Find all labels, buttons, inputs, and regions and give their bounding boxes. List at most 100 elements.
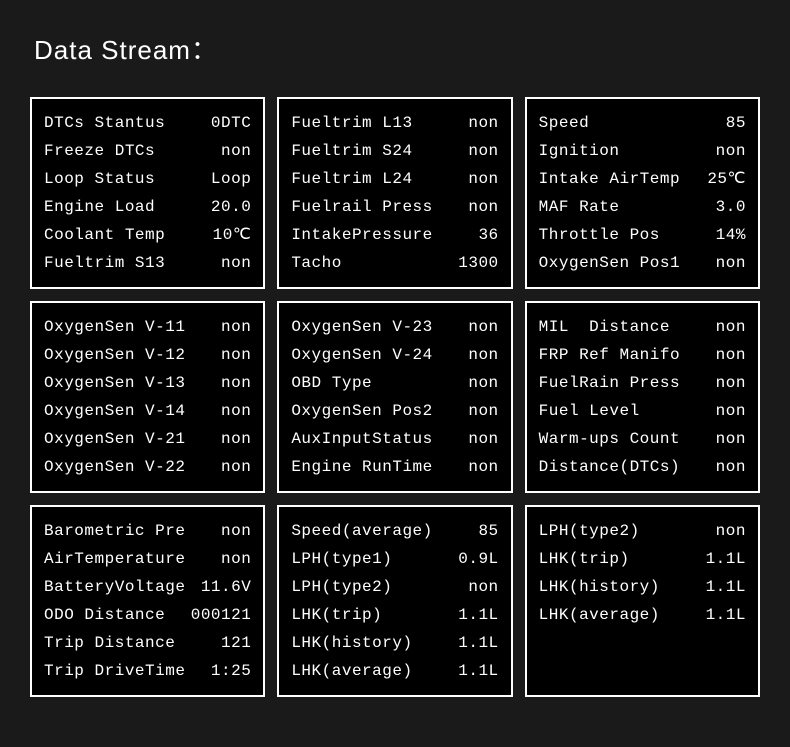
data-row: OBD Typenon [291,369,498,397]
data-value: 0.9L [458,545,498,573]
data-row: Engine Load20.0 [44,193,251,221]
data-value: non [221,137,251,165]
data-row: ODO Distance000121 [44,601,251,629]
data-label: DTCs Stantus [44,109,205,137]
data-label: MIL Distance [539,313,710,341]
data-label: IntakePressure [291,221,472,249]
data-label: Fueltrim S24 [291,137,462,165]
data-row: OxygenSen V-13non [44,369,251,397]
data-label: OBD Type [291,369,462,397]
data-label: FRP Ref Manifo [539,341,710,369]
data-row: LHK(history)1.1L [291,629,498,657]
data-value: non [716,369,746,397]
data-label: OxygenSen V-14 [44,397,215,425]
data-value: non [716,313,746,341]
data-label: Tacho [291,249,452,277]
data-row: Distance(DTCs)non [539,453,746,481]
data-row: LHK(history)1.1L [539,573,746,601]
data-value: 0DTC [211,109,251,137]
data-label: Speed [539,109,720,137]
data-row: AuxInputStatusnon [291,425,498,453]
data-row: FuelRain Pressnon [539,369,746,397]
data-value: 3.0 [716,193,746,221]
data-value: 1.1L [706,545,746,573]
data-row: OxygenSen V-11non [44,313,251,341]
data-label: OxygenSen V-23 [291,313,462,341]
data-value: 1.1L [458,629,498,657]
data-value: non [468,453,498,481]
data-label: Speed(average) [291,517,472,545]
data-value: non [221,545,251,573]
data-panel: Fueltrim L13nonFueltrim S24nonFueltrim L… [277,97,512,289]
data-value: non [716,397,746,425]
data-value: 1.1L [458,601,498,629]
data-value: non [716,341,746,369]
data-value: non [468,137,498,165]
data-label: Distance(DTCs) [539,453,710,481]
data-label: OxygenSen Pos1 [539,249,710,277]
data-row: Fueltrim S13non [44,249,251,277]
data-label: OxygenSen V-24 [291,341,462,369]
data-value: non [468,193,498,221]
data-label: Intake AirTemp [539,165,702,193]
data-row: Coolant Temp10℃ [44,221,251,249]
data-value: 85 [478,517,498,545]
data-value: non [468,425,498,453]
data-row: LPH(type2)non [539,517,746,545]
data-label: Warm-ups Count [539,425,710,453]
data-label: LHK(history) [291,629,452,657]
data-label: Throttle Pos [539,221,710,249]
data-value: non [221,369,251,397]
data-label: Trip Distance [44,629,215,657]
data-value: non [221,517,251,545]
data-label: LHK(trip) [539,545,700,573]
data-row: OxygenSen V-21non [44,425,251,453]
data-row: Fueltrim L13non [291,109,498,137]
data-row: LHK(trip)1.1L [291,601,498,629]
data-label: Fueltrim L13 [291,109,462,137]
data-panel: Speed85IgnitionnonIntake AirTemp25℃MAF R… [525,97,760,289]
data-label: Loop Status [44,165,205,193]
data-label: OxygenSen V-21 [44,425,215,453]
page-title: Data Stream： [34,30,760,67]
data-row: MIL Distancenon [539,313,746,341]
data-value: 25℃ [707,165,746,193]
data-label: Fuel Level [539,397,710,425]
data-label: Fueltrim S13 [44,249,215,277]
data-label: Engine RunTime [291,453,462,481]
data-label: Ignition [539,137,710,165]
data-label: LHK(average) [539,601,700,629]
data-value: Loop [211,165,251,193]
data-value: non [468,165,498,193]
data-row: AirTemperaturenon [44,545,251,573]
data-panel: DTCs Stantus0DTCFreeze DTCsnonLoop Statu… [30,97,265,289]
data-row: OxygenSen V-14non [44,397,251,425]
data-value: non [716,137,746,165]
data-row: Fuelrail Pressnon [291,193,498,221]
data-row: Speed85 [539,109,746,137]
data-value: non [716,249,746,277]
data-value: non [221,249,251,277]
data-row: OxygenSen V-24non [291,341,498,369]
data-label: LPH(type2) [291,573,462,601]
data-label: LHK(average) [291,657,452,685]
data-value: non [221,425,251,453]
data-label: OxygenSen V-12 [44,341,215,369]
data-panel: Barometric PrenonAirTemperaturenonBatter… [30,505,265,697]
data-value: non [221,397,251,425]
data-label: Barometric Pre [44,517,215,545]
data-label: OxygenSen V-22 [44,453,215,481]
data-row: Freeze DTCsnon [44,137,251,165]
data-row: Speed(average)85 [291,517,498,545]
data-value: 1.1L [706,573,746,601]
data-value: non [468,341,498,369]
data-label: MAF Rate [539,193,710,221]
data-row: OxygenSen Pos1non [539,249,746,277]
data-label: OxygenSen V-11 [44,313,215,341]
data-label: AuxInputStatus [291,425,462,453]
data-label: Fueltrim L24 [291,165,462,193]
data-row: Intake AirTemp25℃ [539,165,746,193]
data-value: 85 [726,109,746,137]
data-row: Fueltrim L24non [291,165,498,193]
data-label: ODO Distance [44,601,185,629]
